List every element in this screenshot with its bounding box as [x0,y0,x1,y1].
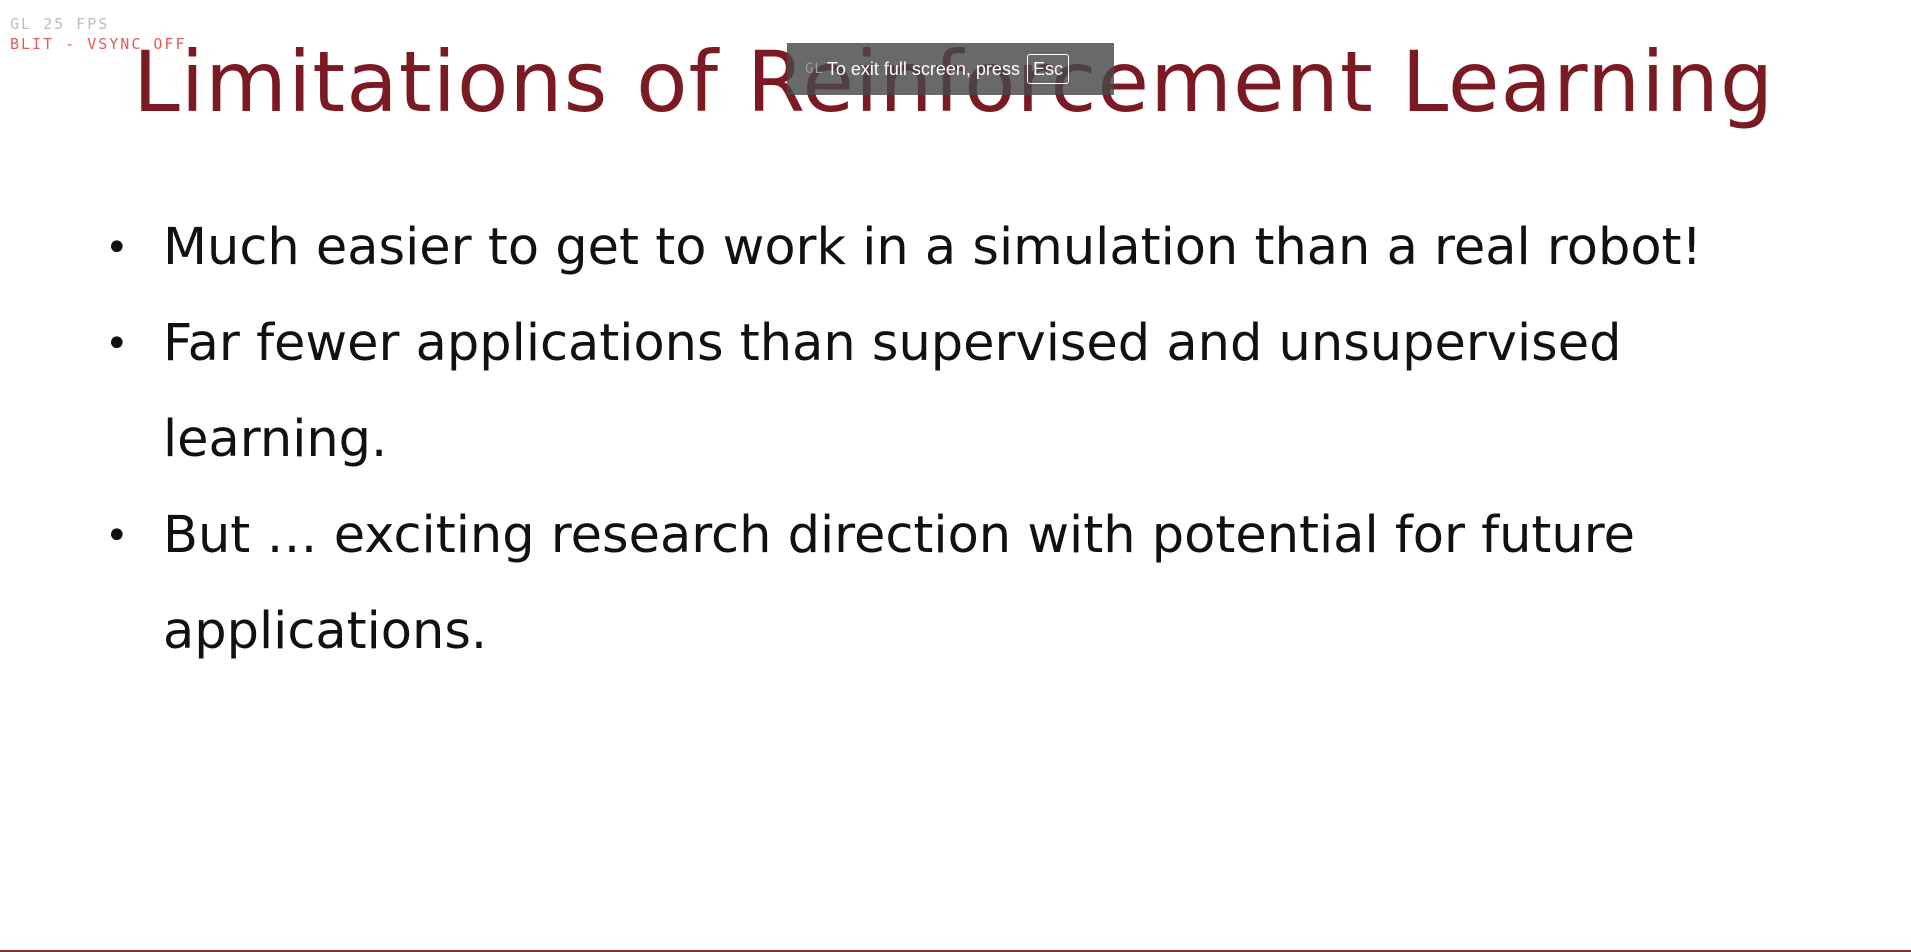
bullet-item: • Far fewer applications than supervised… [100,296,1860,488]
bullet-text: Much easier to get to work in a simulati… [163,218,1702,277]
bullet-item: • But … exciting research direction with… [100,488,1860,680]
bottom-divider [0,950,1911,952]
toast-ghost-text: GL [805,61,824,77]
vsync-readout: BLIT - VSYNC OFF [10,35,187,53]
fps-readout: GL 25 FPS [10,15,110,33]
bullet-item: • Much easier to get to work in a simula… [100,200,1860,296]
bullet-dot-icon: • [105,321,129,367]
bullet-list: • Much easier to get to work in a simula… [100,200,1860,680]
bullet-dot-icon: • [105,225,129,271]
bullet-text: But … exciting research direction with p… [163,506,1635,661]
toast-message: To exit full screen, press [826,58,1020,79]
bullet-text: Far fewer applications than supervised a… [163,314,1622,469]
bullet-dot-icon: • [105,513,129,559]
fullscreen-exit-toast: GL To exit full screen, press Esc [787,43,1114,95]
esc-key-hint[interactable]: Esc [1026,54,1069,84]
